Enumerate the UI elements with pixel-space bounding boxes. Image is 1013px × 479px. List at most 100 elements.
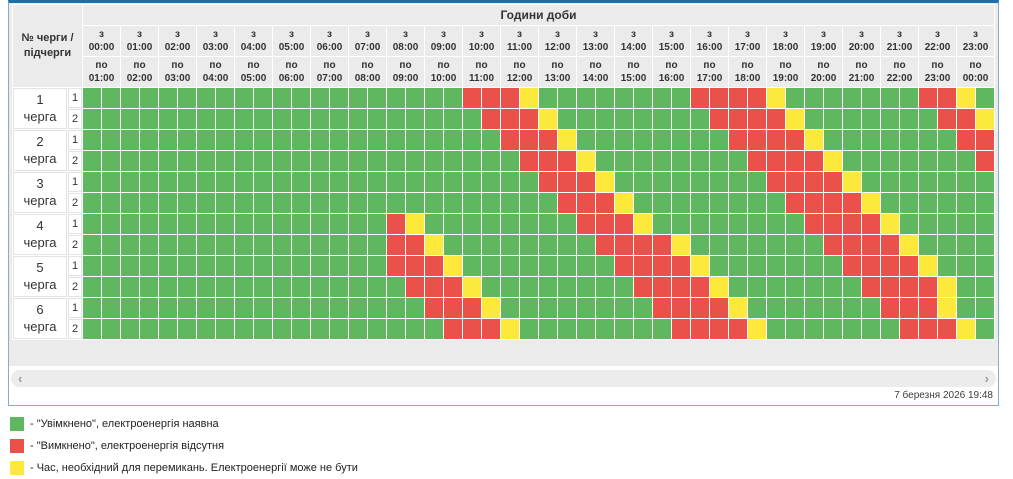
schedule-cell xyxy=(539,256,557,276)
schedule-cell xyxy=(387,298,405,318)
legend: - "Увімкнено", електроенергія наявна - "В… xyxy=(10,417,1013,475)
schedule-cell xyxy=(387,109,405,129)
schedule-cell xyxy=(577,214,595,234)
schedule-cell xyxy=(615,151,633,171)
schedule-cell xyxy=(159,277,177,297)
scroll-right-icon[interactable]: › xyxy=(984,371,989,386)
schedule-cell xyxy=(387,130,405,150)
schedule-cell xyxy=(539,319,557,339)
from-word: з xyxy=(213,28,218,40)
schedule-cell xyxy=(330,109,348,129)
schedule-cell xyxy=(767,256,785,276)
to-word: по xyxy=(285,59,298,71)
schedule-cell xyxy=(767,319,785,339)
schedule-cell xyxy=(520,172,538,192)
schedule-cell xyxy=(330,172,348,192)
schedule-cell xyxy=(482,319,500,339)
hours-of-day-title: Години доби xyxy=(83,5,994,25)
schedule-cell xyxy=(330,319,348,339)
schedule-cell xyxy=(330,298,348,318)
schedule-cell xyxy=(957,109,975,129)
schedule-cell xyxy=(197,151,215,171)
schedule-cell xyxy=(292,214,310,234)
horizontal-scrollbar[interactable]: ‹ › xyxy=(11,370,996,387)
time-col-from: з 03:00 xyxy=(197,26,234,56)
schedule-cell xyxy=(976,130,994,150)
schedule-cell xyxy=(900,256,918,276)
schedule-cell xyxy=(976,235,994,255)
schedule-cell xyxy=(653,151,671,171)
schedule-cell xyxy=(520,193,538,213)
schedule-cell xyxy=(520,88,538,108)
from-time: 18:00 xyxy=(772,42,799,53)
schedule-cell xyxy=(862,319,880,339)
schedule-cell xyxy=(710,88,728,108)
schedule-cell xyxy=(539,214,557,234)
schedule-cell xyxy=(273,109,291,129)
time-col-from: з 18:00 xyxy=(767,26,804,56)
time-col-to: по 16:00 xyxy=(653,57,690,87)
schedule-cell xyxy=(444,130,462,150)
schedule-cell xyxy=(349,298,367,318)
schedule-cell xyxy=(653,88,671,108)
schedule-cell xyxy=(368,109,386,129)
schedule-cell xyxy=(330,214,348,234)
schedule-cell xyxy=(83,235,101,255)
time-col-from: з 23:00 xyxy=(957,26,994,56)
from-time: 21:00 xyxy=(886,42,913,53)
schedule-cell xyxy=(957,130,975,150)
schedule-cell xyxy=(653,109,671,129)
schedule-cell xyxy=(102,109,120,129)
schedule-cell xyxy=(824,193,842,213)
schedule-cell xyxy=(615,172,633,192)
schedule-cell xyxy=(919,319,937,339)
schedule-cell xyxy=(615,235,633,255)
schedule-cell xyxy=(691,235,709,255)
queue-label-line: 2 xyxy=(36,134,44,150)
schedule-cell xyxy=(634,130,652,150)
schedule-cell xyxy=(178,193,196,213)
from-time: 12:00 xyxy=(544,42,571,53)
schedule-cell xyxy=(881,130,899,150)
from-time: 15:00 xyxy=(658,42,685,53)
schedule-cell xyxy=(463,109,481,129)
schedule-cell xyxy=(197,172,215,192)
schedule-cell xyxy=(463,214,481,234)
schedule-cell xyxy=(387,88,405,108)
time-col-to: по 03:00 xyxy=(159,57,196,87)
schedule-cell xyxy=(482,130,500,150)
schedule-cell xyxy=(653,256,671,276)
time-col-from: з 22:00 xyxy=(919,26,956,56)
schedule-cell xyxy=(729,130,747,150)
scroll-left-icon[interactable]: ‹ xyxy=(18,371,23,386)
from-word: з xyxy=(137,28,142,40)
schedule-cell xyxy=(349,319,367,339)
queue-label-line: 3 xyxy=(36,176,44,192)
from-time: 14:00 xyxy=(620,42,647,53)
schedule-row: 6 черга 1 xyxy=(13,298,994,339)
schedule-cell xyxy=(957,298,975,318)
schedule-cell xyxy=(919,256,937,276)
from-word: з xyxy=(99,28,104,40)
schedule-cell xyxy=(805,256,823,276)
schedule-cell xyxy=(805,319,823,339)
schedule-cell xyxy=(577,88,595,108)
schedule-cell xyxy=(577,256,595,276)
schedule-cell xyxy=(273,193,291,213)
subqueue-number: 1 xyxy=(68,214,82,234)
schedule-cell xyxy=(444,277,462,297)
schedule-cell xyxy=(615,319,633,339)
schedule-cell xyxy=(159,298,177,318)
queue-label-line: 6 xyxy=(36,302,44,318)
schedule-cell xyxy=(862,88,880,108)
schedule-cell xyxy=(919,130,937,150)
time-col-from: з 11:00 xyxy=(501,26,538,56)
schedule-cell xyxy=(330,193,348,213)
to-word: по xyxy=(627,59,640,71)
schedule-cell xyxy=(976,172,994,192)
to-word: по xyxy=(437,59,450,71)
schedule-cell xyxy=(900,235,918,255)
schedule-cell xyxy=(577,130,595,150)
schedule-cell xyxy=(425,298,443,318)
schedule-cell xyxy=(558,214,576,234)
